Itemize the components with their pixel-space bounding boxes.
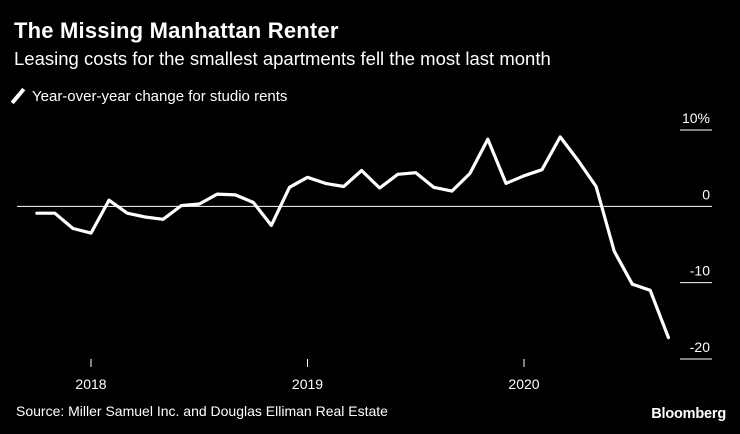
legend-label: Year-over-year change for studio rents (32, 87, 288, 105)
chart-title: The Missing Manhattan Renter (14, 18, 339, 43)
series-line (35, 135, 671, 340)
y-tick-label: -20 (690, 339, 710, 355)
source-note: Source: Miller Samuel Inc. and Douglas E… (16, 403, 388, 419)
x-tick-label: 2019 (292, 376, 323, 392)
bloomberg-logo: Bloomberg (651, 406, 726, 422)
x-tick-label: 2018 (75, 376, 106, 392)
legend: Year-over-year change for studio rents (10, 87, 288, 105)
x-tick-label: 2020 (508, 376, 539, 392)
chart-subtitle: Leasing costs for the smallest apartment… (14, 48, 551, 69)
y-tick-label: 10% (682, 110, 710, 126)
y-tick-label: -10 (690, 263, 710, 279)
y-tick-label: 0 (702, 186, 710, 202)
